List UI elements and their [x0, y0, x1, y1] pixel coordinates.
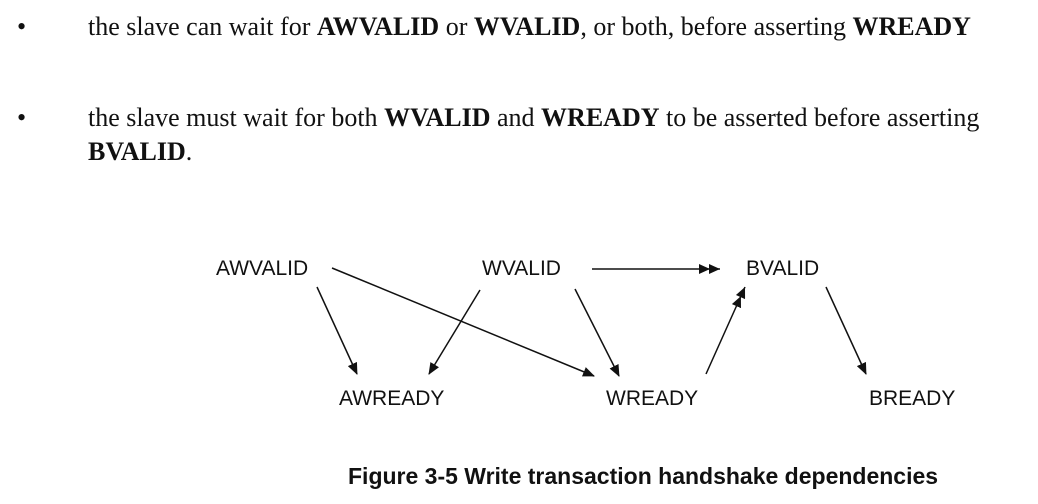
text-run: , or both, before asserting — [580, 12, 853, 41]
signal-name: AWVALID — [316, 12, 440, 41]
arrow-wvalid-awready — [428, 289, 481, 375]
text-run: the slave can wait for — [88, 12, 317, 41]
figure-caption: Figure 3-5 Write transaction handshake d… — [348, 463, 939, 489]
bullet-text-1: the slave can wait for AWVALID or WVALID… — [88, 10, 1018, 44]
signal-name: WVALID — [473, 12, 581, 41]
signal-name: WVALID — [384, 103, 491, 132]
node-awready: AWREADY — [339, 387, 445, 410]
node-bvalid: BVALID — [746, 257, 820, 280]
signal-name: WREADY — [541, 103, 660, 132]
bullet-marker-2: • — [17, 103, 27, 132]
text-run: and — [490, 103, 542, 132]
text-run: to be asserted before asserting — [659, 103, 980, 132]
node-wready: WREADY — [606, 387, 699, 410]
node-bready: BREADY — [869, 387, 956, 410]
node-awvalid: AWVALID — [216, 257, 309, 280]
bullet-marker-1: • — [17, 12, 27, 41]
text-run: or — [439, 12, 474, 41]
node-wvalid: WVALID — [482, 257, 561, 280]
text-run: . — [185, 137, 193, 166]
arrow-awvalid-wready — [331, 267, 595, 377]
bullet-text-2: the slave must wait for both WVALID and … — [88, 101, 1018, 169]
signal-name: BVALID — [88, 137, 186, 166]
text-run: the slave must wait for both — [88, 103, 385, 132]
arrow-wready-bvalid — [705, 286, 746, 375]
signal-name: WREADY — [852, 12, 971, 41]
arrow-wvalid-wready — [574, 288, 620, 377]
arrow-bvalid-bready — [825, 286, 867, 375]
arrow-awvalid-awready — [316, 286, 358, 375]
